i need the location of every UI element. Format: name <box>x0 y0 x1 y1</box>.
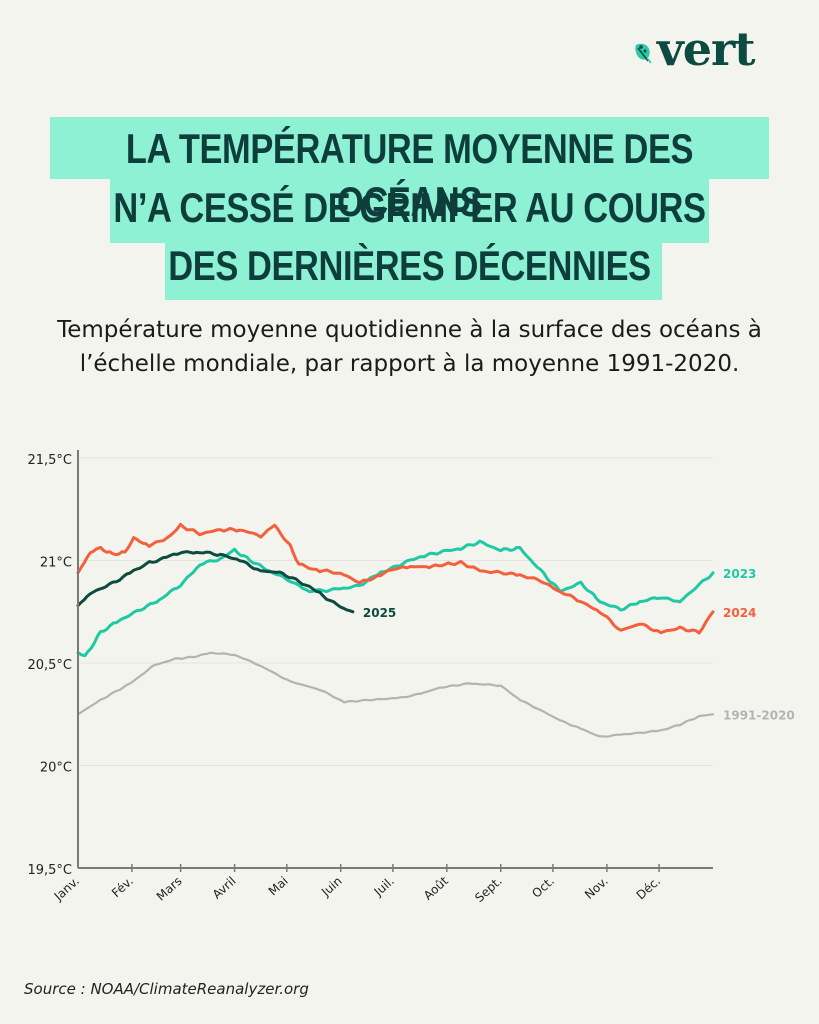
y-tick-label: 21,5°C <box>27 453 72 468</box>
x-tick-label: Oct. <box>529 874 557 901</box>
x-axis-ticks: Janv. Fév. Mars Avril Mai Juin Juil. Août Sept. O… <box>51 864 663 905</box>
headline-line-3: DES DERNIÈRES DÉCENNIES <box>168 242 651 289</box>
chart-subtitle: Température moyenne quotidienne à la sur… <box>57 317 762 377</box>
headline-band-3 <box>165 241 662 300</box>
headline-line-2: N’A CESSÉ DE GRIMPER AU COURS <box>113 184 706 231</box>
series-line-1991-2020 <box>76 651 715 738</box>
y-tick-label: 20,5°C <box>27 658 72 673</box>
x-tick-label: Juil. <box>371 874 397 900</box>
x-tick-label: Sept. <box>472 874 505 905</box>
series-label-2025: 2025 <box>363 606 396 620</box>
series-line-2025 <box>76 550 355 614</box>
logo-text: vert <box>657 22 755 76</box>
x-tick-label: Fév. <box>109 874 136 900</box>
x-tick-label: Janv. <box>51 874 82 904</box>
series-label-2024: 2024 <box>723 606 756 620</box>
leaf-icon <box>635 43 652 64</box>
brand-logo: vert <box>634 22 755 76</box>
y-axis-ticks: 21,5°C 21°C 20,5°C 20°C 19,5°C <box>27 453 72 878</box>
y-tick-label: 19,5°C <box>27 863 72 878</box>
x-tick-label: Mars <box>154 874 185 904</box>
x-tick-label: Déc. <box>634 874 663 903</box>
x-tick-label: Avril <box>210 874 239 902</box>
series-label-1991-2020: 1991-2020 <box>723 708 795 722</box>
series-lines <box>76 522 715 738</box>
source-note: Source : NOAA/ClimateReanalyzer.org <box>24 980 309 998</box>
x-tick-label: Nov. <box>582 874 611 902</box>
x-tick-label: Mai <box>266 874 291 898</box>
series-line-2023 <box>76 539 715 658</box>
series-labels: 1991-2020 2023 2024 2025 <box>363 567 795 722</box>
headline-band-1 <box>50 117 769 179</box>
x-tick-label: Août <box>421 874 451 903</box>
line-chart: 21,5°C 21°C 20,5°C 20°C 19,5°C Janv. Fév. Mars… <box>27 450 795 905</box>
x-tick-label: Juin <box>318 874 345 900</box>
y-tick-label: 21°C <box>40 556 72 571</box>
grid-lines <box>78 457 713 766</box>
series-label-2023: 2023 <box>723 567 756 581</box>
series-line-2024 <box>76 522 715 635</box>
headline-line-1: LA TEMPÉRATURE MOYENNE DES OCÉANS <box>125 125 694 225</box>
y-tick-label: 20°C <box>40 761 72 776</box>
headline-band-2 <box>110 177 709 243</box>
